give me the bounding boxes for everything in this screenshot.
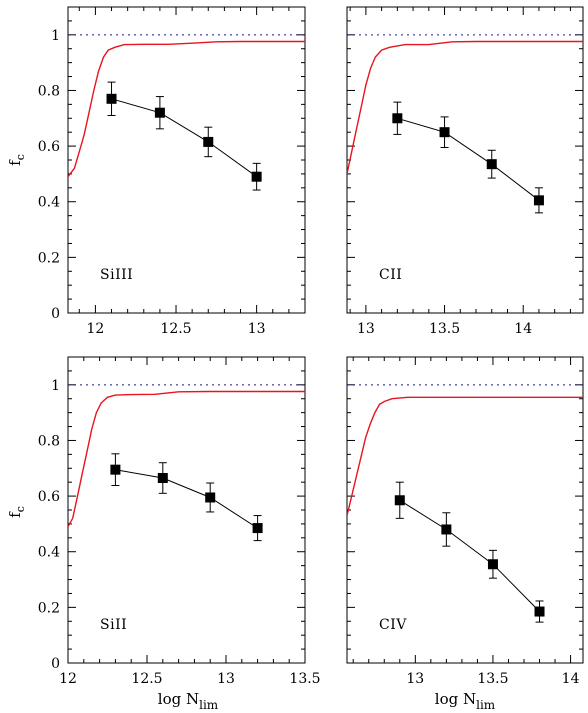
- y-axis-label-top-sub: c: [14, 154, 27, 160]
- x-tick-label: 13.5: [477, 671, 508, 687]
- model-curve-line: [347, 40, 583, 175]
- data-point-marker: [486, 159, 497, 170]
- data-point-marker: [441, 524, 452, 535]
- x-tick-label: 12.5: [131, 671, 162, 687]
- y-tick-label: 1: [51, 28, 60, 44]
- x-tick-label: 13: [248, 321, 266, 337]
- data-point-marker: [487, 559, 498, 570]
- x-tick-label: 12: [86, 321, 104, 337]
- data-point-marker: [439, 127, 450, 138]
- x-axis-label-right: log Nlim: [435, 690, 496, 712]
- y-tick-label: 0.2: [38, 600, 60, 616]
- x-tick-label: 12.5: [160, 321, 191, 337]
- y-tick-label: 0: [51, 306, 60, 322]
- y-tick-label: 0.6: [38, 489, 60, 505]
- y-axis-label-bottom: fc: [6, 506, 27, 518]
- data-point-marker: [203, 136, 214, 147]
- data-point-marker: [106, 93, 117, 104]
- ion-label: CIV: [379, 617, 407, 633]
- y-tick-label: 0.8: [38, 83, 60, 99]
- x-tick-label: 13.5: [429, 321, 460, 337]
- data-point-marker: [251, 171, 262, 182]
- data-series-line: [115, 469, 258, 529]
- x-tick-label: 12: [59, 671, 77, 687]
- x-axis-label-right-main: log N: [435, 690, 476, 708]
- data-series-line: [399, 499, 540, 612]
- data-point-marker: [205, 492, 216, 503]
- y-tick-label: 0: [51, 656, 60, 672]
- data-series-line: [111, 98, 257, 178]
- x-axis-label-right-sub: lim: [476, 698, 496, 712]
- y-tick-label: 0.4: [38, 545, 60, 561]
- x-tick-label: 14: [514, 321, 532, 337]
- x-tick-label: 13: [217, 671, 235, 687]
- model-curve-line: [347, 396, 583, 516]
- x-tick-label: 13: [406, 671, 424, 687]
- data-point-marker: [534, 606, 545, 617]
- ion-label: SiII: [100, 617, 127, 633]
- data-point-marker: [154, 107, 165, 118]
- y-tick-label: 0.2: [38, 250, 60, 266]
- data-series-line: [397, 117, 540, 201]
- x-axis-label-left-main: log N: [158, 690, 199, 708]
- data-point-marker: [392, 113, 403, 124]
- data-point-marker: [533, 195, 544, 206]
- model-curve-line: [68, 390, 305, 528]
- x-axis-label-left: log Nlim: [158, 690, 219, 712]
- y-tick-label: 0.6: [38, 139, 60, 155]
- y-axis-label-top: fc: [6, 154, 27, 166]
- x-tick-label: 14: [562, 671, 580, 687]
- data-point-marker: [157, 473, 168, 484]
- x-axis-label-left-sub: lim: [199, 698, 219, 712]
- data-point-marker: [252, 523, 263, 534]
- ion-label: CII: [379, 267, 402, 283]
- x-tick-label: 13: [357, 321, 375, 337]
- x-tick-label: 13.5: [289, 671, 320, 687]
- y-axis-label-bottom-sub: c: [14, 506, 27, 512]
- model-curve-line: [68, 40, 305, 178]
- y-axis-label-bottom-main: f: [6, 511, 24, 518]
- panel-bottom-left: 0 0.2 0.4 0.6 0.8 1 12 12.5 13 13.5 SiII: [38, 356, 321, 687]
- y-axis-label-top-main: f: [6, 159, 24, 166]
- data-point-marker: [110, 464, 121, 475]
- ion-label: SiIII: [100, 267, 133, 283]
- y-tick-label: 0.4: [38, 195, 60, 211]
- panel-bottom-right: 13 13.5 14 CIV: [346, 356, 584, 687]
- panel-top-right: 13 13.5 14 CII: [346, 6, 584, 337]
- y-tick-label: 0.8: [38, 433, 60, 449]
- panel-top-left: 0 0.2 0.4 0.6 0.8 1 12 12.5 13 SiIII: [38, 6, 306, 337]
- data-point-marker: [394, 495, 405, 506]
- y-tick-label: 1: [51, 378, 60, 394]
